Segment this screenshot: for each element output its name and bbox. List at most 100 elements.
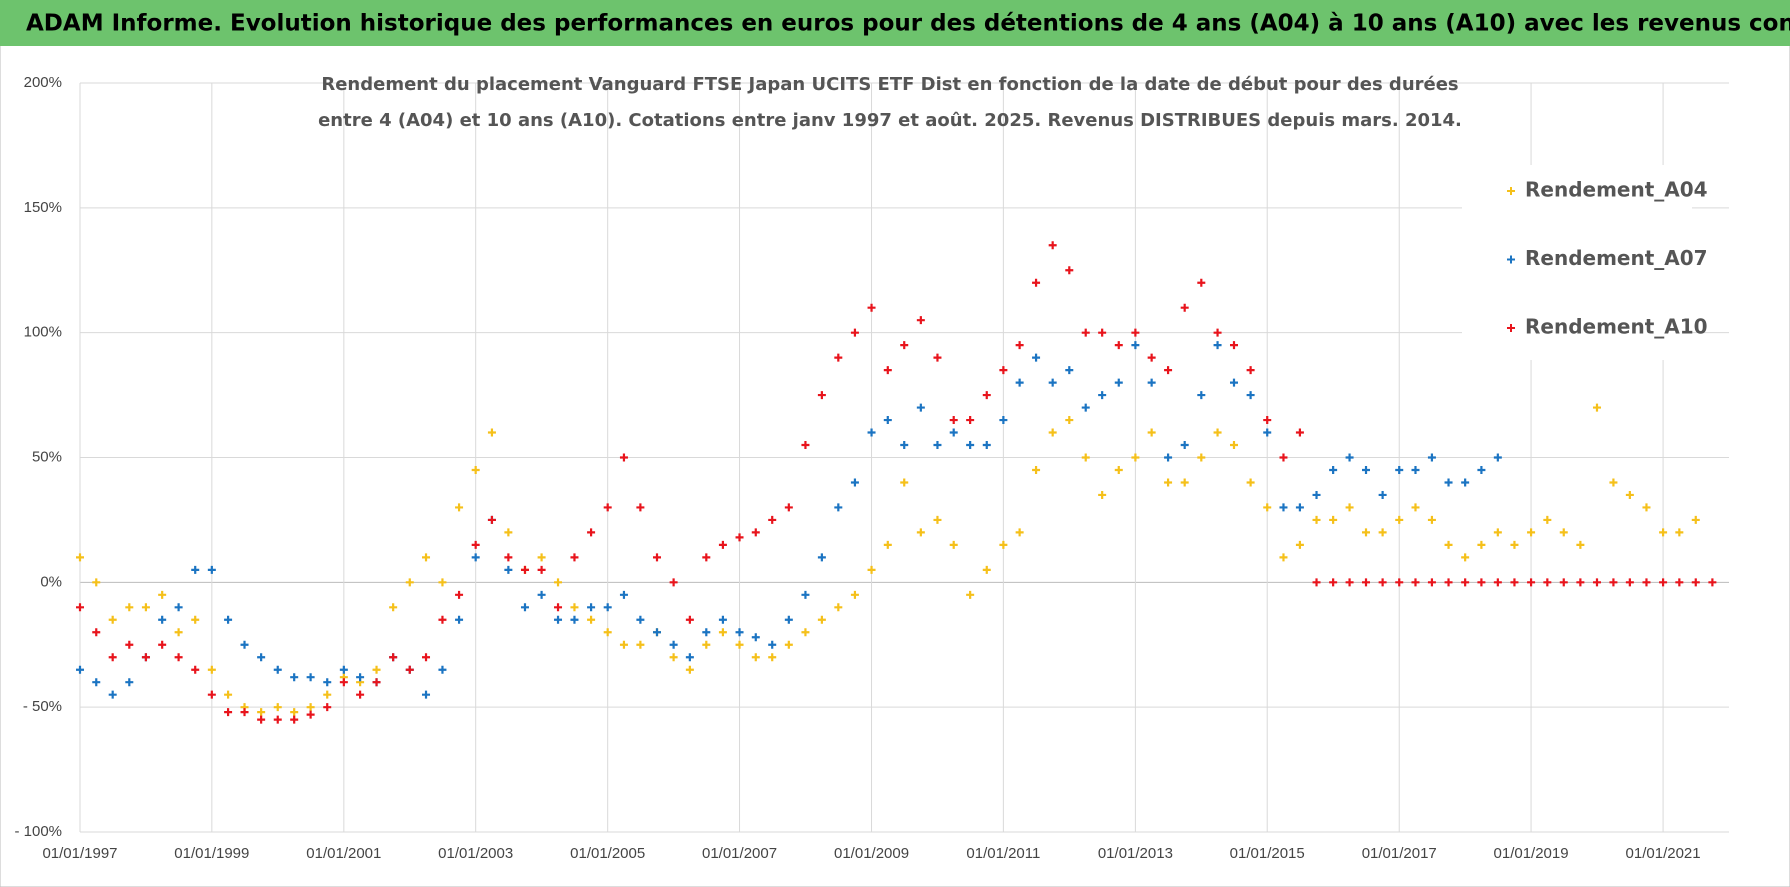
point xyxy=(1131,341,1140,350)
y-tick-label: 50% xyxy=(32,448,62,465)
point xyxy=(1378,528,1387,537)
point xyxy=(554,578,563,587)
point xyxy=(1345,578,1354,587)
point xyxy=(966,416,975,425)
point xyxy=(240,640,249,649)
point xyxy=(207,565,216,574)
point xyxy=(916,403,925,412)
point xyxy=(817,615,826,624)
point xyxy=(455,590,464,599)
point xyxy=(1345,503,1354,512)
point xyxy=(108,615,117,624)
point xyxy=(1395,515,1404,524)
point xyxy=(1493,528,1502,537)
point xyxy=(1015,341,1024,350)
point xyxy=(438,665,447,674)
point xyxy=(273,665,282,674)
point xyxy=(257,708,266,717)
point xyxy=(900,341,909,350)
point xyxy=(504,528,513,537)
point xyxy=(92,628,101,637)
point xyxy=(900,441,909,450)
point xyxy=(438,578,447,587)
point xyxy=(158,615,167,624)
point xyxy=(273,703,282,712)
point xyxy=(867,565,876,574)
point xyxy=(1395,578,1404,587)
point xyxy=(669,578,678,587)
legend-marker xyxy=(1507,255,1515,264)
point xyxy=(422,690,431,699)
point xyxy=(1625,578,1634,587)
point xyxy=(1164,366,1173,375)
point xyxy=(1312,515,1321,524)
point xyxy=(471,540,480,549)
point xyxy=(520,565,529,574)
point xyxy=(207,690,216,699)
point xyxy=(916,528,925,537)
point xyxy=(949,428,958,437)
point xyxy=(1213,341,1222,350)
point xyxy=(1180,303,1189,312)
point xyxy=(570,553,579,562)
point xyxy=(537,590,546,599)
point xyxy=(587,615,596,624)
point xyxy=(1213,328,1222,337)
x-tick-label: 01/01/2017 xyxy=(1362,845,1437,862)
point xyxy=(1246,478,1255,487)
plot: - 100% - 50% 0% 50% 100% 150% 200% 01/01/1997 01… xyxy=(14,74,1729,862)
point xyxy=(817,391,826,400)
x-tick-label: 01/01/2007 xyxy=(702,845,777,862)
point xyxy=(422,653,431,662)
point xyxy=(273,715,282,724)
point xyxy=(603,503,612,512)
x-tick-label: 01/01/2011 xyxy=(966,845,1040,862)
point xyxy=(933,353,942,362)
point xyxy=(76,665,84,674)
point xyxy=(1477,578,1486,587)
point xyxy=(1229,441,1238,450)
point xyxy=(1527,528,1536,537)
point xyxy=(1081,328,1090,337)
point xyxy=(718,540,727,549)
point xyxy=(537,553,546,562)
point xyxy=(1427,578,1436,587)
point xyxy=(669,640,678,649)
point xyxy=(1164,453,1173,462)
x-tick-label: 01/01/2013 xyxy=(1098,845,1173,862)
point xyxy=(685,665,694,674)
point xyxy=(1098,490,1107,499)
point xyxy=(652,553,661,562)
point xyxy=(1114,465,1123,474)
chart-title: Rendement du placement Vanguard FTSE Jap… xyxy=(321,74,1458,95)
point xyxy=(1543,515,1552,524)
point xyxy=(537,565,546,574)
point xyxy=(174,603,183,612)
point xyxy=(1065,366,1074,375)
point xyxy=(1461,553,1470,562)
point xyxy=(883,416,892,425)
point xyxy=(356,690,365,699)
point xyxy=(1114,341,1123,350)
point xyxy=(570,615,579,624)
point xyxy=(76,603,84,612)
point xyxy=(652,628,661,637)
point xyxy=(1279,453,1288,462)
point xyxy=(999,366,1008,375)
point xyxy=(685,653,694,662)
point xyxy=(108,653,117,662)
point xyxy=(999,416,1008,425)
point xyxy=(1592,403,1601,412)
point xyxy=(1312,578,1321,587)
point xyxy=(1081,403,1090,412)
point xyxy=(1477,540,1486,549)
point xyxy=(966,441,975,450)
point xyxy=(1444,540,1453,549)
legend-label: Rendement_A04 xyxy=(1525,178,1708,202)
point xyxy=(850,590,859,599)
point xyxy=(883,366,892,375)
point xyxy=(1510,540,1519,549)
point xyxy=(1180,478,1189,487)
point xyxy=(735,533,744,542)
